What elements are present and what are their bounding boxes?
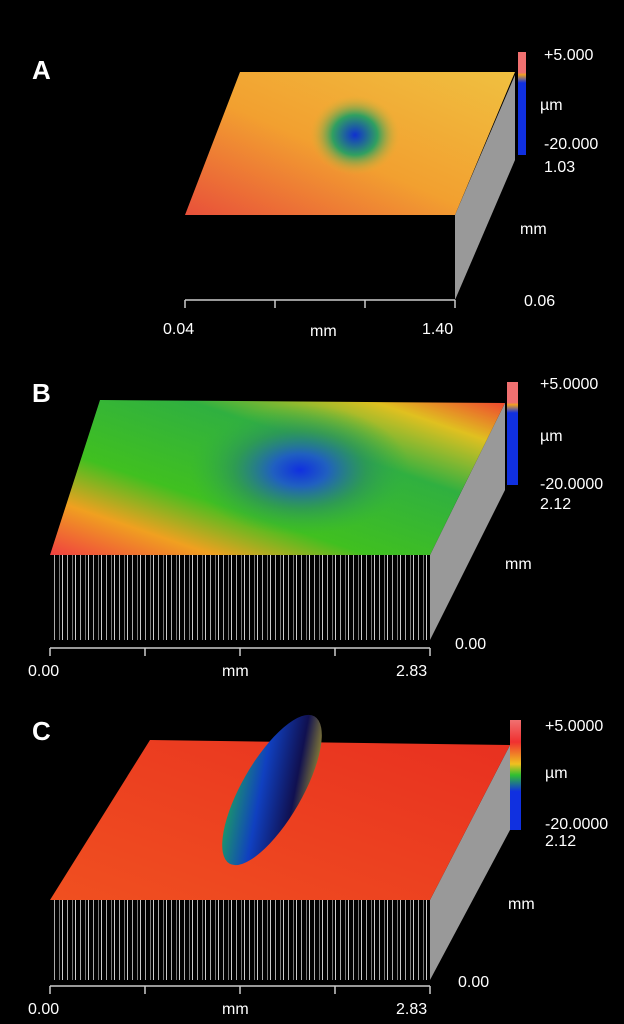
y-max: 2.12 — [545, 833, 576, 850]
defect — [190, 405, 410, 535]
side-face — [430, 745, 510, 980]
x-max: 2.83 — [396, 1001, 427, 1018]
panel-b: B +5.0000 µm -20.0000 2.12 mm 0.00 0.00 … — [28, 376, 603, 680]
scale-bottom: -20.000 — [544, 136, 598, 153]
x-axis — [184, 299, 456, 308]
y-unit: mm — [508, 896, 535, 913]
scale-bottom: -20.0000 — [545, 816, 608, 833]
scale-top: +5.0000 — [540, 376, 598, 393]
color-bar — [507, 382, 518, 485]
scale-top: +5.0000 — [545, 718, 603, 735]
color-bar — [518, 52, 526, 155]
y-max: 2.12 — [540, 496, 571, 513]
x-unit: mm — [222, 663, 249, 680]
panel-c: C +5.0000 µm -20.0000 2.12 mm 0.00 0.00 … — [28, 714, 608, 1018]
y-min: 0.00 — [455, 636, 486, 653]
x-min: 0.00 — [28, 663, 59, 680]
x-unit: mm — [222, 1001, 249, 1018]
scale-unit: µm — [540, 428, 563, 445]
scale-bottom: -20.0000 — [540, 476, 603, 493]
x-min: 0.00 — [28, 1001, 59, 1018]
side-face — [430, 403, 505, 640]
side-face — [455, 75, 515, 300]
x-axis — [49, 647, 431, 656]
defect — [222, 714, 322, 866]
x-axis — [49, 985, 431, 994]
y-max: 1.03 — [544, 159, 575, 176]
x-unit: mm — [310, 323, 337, 340]
x-min: 0.04 — [163, 321, 194, 338]
scale-unit: µm — [540, 97, 563, 114]
front-face — [50, 900, 430, 980]
color-bar — [510, 720, 521, 830]
panel-label: C — [32, 716, 51, 746]
defect — [310, 95, 400, 175]
scale-top: +5.000 — [544, 47, 593, 64]
panel-label: B — [32, 378, 51, 408]
front-face — [50, 555, 430, 640]
y-unit: mm — [520, 221, 547, 238]
scale-unit: µm — [545, 765, 568, 782]
y-min: 0.06 — [524, 293, 555, 310]
y-min: 0.00 — [458, 974, 489, 991]
panel-a: A +5.000 µm -20.000 1.03 mm 0.06 0.04 mm… — [32, 47, 598, 340]
x-max: 1.40 — [422, 321, 453, 338]
x-max: 2.83 — [396, 663, 427, 680]
y-unit: mm — [505, 556, 532, 573]
panel-label: A — [32, 55, 51, 85]
